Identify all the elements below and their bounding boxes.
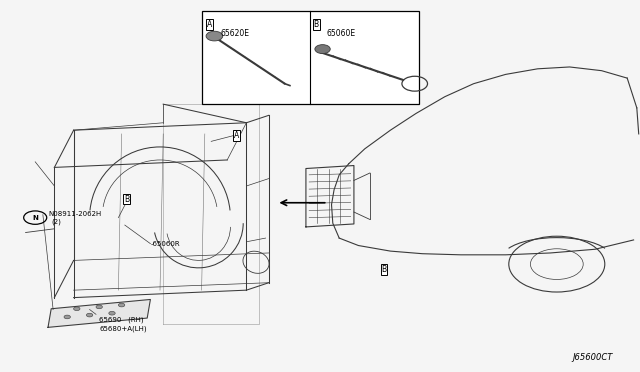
Circle shape <box>74 307 80 311</box>
Text: N: N <box>32 215 38 221</box>
Circle shape <box>118 303 125 307</box>
Text: A: A <box>207 20 212 29</box>
Text: B: B <box>124 195 129 203</box>
Text: (2): (2) <box>51 218 61 225</box>
Circle shape <box>96 305 102 309</box>
Text: 65620E: 65620E <box>221 29 250 38</box>
Bar <box>202 11 419 104</box>
Text: 65680+A(LH): 65680+A(LH) <box>99 326 147 332</box>
Text: 65060E: 65060E <box>326 29 356 38</box>
Text: 65690   (RH): 65690 (RH) <box>99 317 144 323</box>
Text: B: B <box>314 20 319 29</box>
Circle shape <box>86 313 93 317</box>
Text: -65060R: -65060R <box>150 241 180 247</box>
Polygon shape <box>48 299 150 327</box>
Text: A: A <box>234 131 239 140</box>
Circle shape <box>206 31 223 41</box>
Text: B: B <box>381 265 387 274</box>
Circle shape <box>109 311 115 315</box>
Circle shape <box>64 315 70 319</box>
Text: J65600CT: J65600CT <box>573 353 613 362</box>
Circle shape <box>315 45 330 54</box>
Text: N08911-2062H: N08911-2062H <box>48 211 101 217</box>
